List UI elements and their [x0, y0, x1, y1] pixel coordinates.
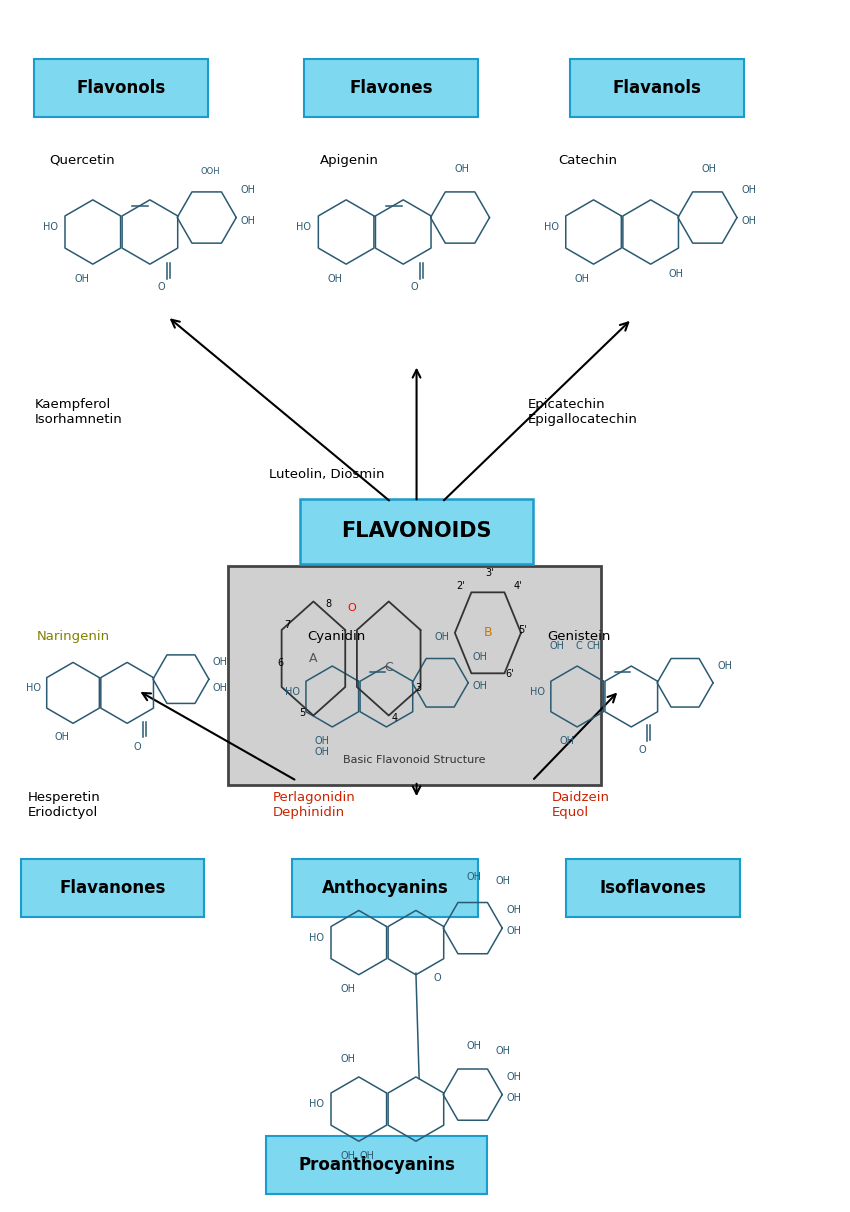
- Text: OH: OH: [434, 631, 449, 641]
- Text: HO: HO: [297, 222, 311, 233]
- Text: 6': 6': [505, 669, 513, 679]
- Text: OH: OH: [340, 1151, 355, 1161]
- Text: Flavanones: Flavanones: [60, 880, 166, 897]
- Text: OH: OH: [717, 661, 732, 671]
- FancyBboxPatch shape: [566, 859, 740, 917]
- FancyBboxPatch shape: [300, 498, 533, 564]
- Text: OH: OH: [575, 274, 590, 284]
- Text: OH: OH: [314, 747, 329, 756]
- Text: OH: OH: [559, 736, 574, 747]
- Text: 7: 7: [284, 621, 290, 630]
- Text: OH: OH: [314, 736, 329, 747]
- Text: C: C: [575, 641, 582, 651]
- Text: O: O: [348, 604, 356, 613]
- Text: HO: HO: [43, 222, 58, 233]
- Text: 8: 8: [326, 599, 332, 608]
- Text: Luteolin, Diosmin: Luteolin, Diosmin: [269, 469, 384, 481]
- Text: C: C: [384, 661, 393, 674]
- Text: Genistein: Genistein: [547, 630, 611, 644]
- Text: OH: OH: [241, 216, 255, 225]
- Text: OH: OH: [507, 1071, 521, 1082]
- Text: Anthocyanins: Anthocyanins: [321, 880, 448, 897]
- Text: Daidzein
Equol: Daidzein Equol: [552, 790, 609, 818]
- Text: OH: OH: [741, 185, 757, 195]
- Text: OH: OH: [496, 1046, 510, 1056]
- Text: Perlagonidin
Dephinidin: Perlagonidin Dephinidin: [273, 790, 356, 818]
- Text: HO: HO: [309, 933, 324, 943]
- Text: 4': 4': [513, 581, 523, 591]
- Text: OH: OH: [507, 926, 521, 937]
- Text: 2': 2': [456, 581, 465, 591]
- Text: Cyanidin: Cyanidin: [307, 630, 365, 644]
- Text: Catechin: Catechin: [558, 154, 617, 166]
- Text: B: B: [484, 627, 492, 639]
- Text: CH: CH: [586, 641, 601, 651]
- Text: 5': 5': [518, 625, 527, 635]
- Text: O: O: [434, 973, 441, 983]
- Text: 3': 3': [485, 568, 494, 578]
- Text: O: O: [411, 282, 418, 292]
- Text: Naringenin: Naringenin: [37, 630, 110, 644]
- Text: 6: 6: [277, 658, 283, 668]
- Text: HO: HO: [530, 687, 545, 697]
- FancyBboxPatch shape: [229, 566, 601, 784]
- Text: OH: OH: [496, 876, 510, 886]
- Text: OH: OH: [212, 657, 228, 668]
- Text: Flavanols: Flavanols: [613, 80, 701, 97]
- Text: OH: OH: [507, 905, 521, 915]
- FancyBboxPatch shape: [34, 59, 208, 118]
- Text: OH: OH: [241, 185, 255, 195]
- Text: Isoflavones: Isoflavones: [599, 880, 706, 897]
- Text: OH: OH: [454, 164, 469, 175]
- Text: A: A: [309, 652, 318, 665]
- Text: OH: OH: [701, 164, 717, 175]
- Text: OH: OH: [550, 641, 565, 651]
- FancyBboxPatch shape: [21, 859, 204, 917]
- Text: OH: OH: [74, 274, 89, 284]
- Text: OH: OH: [340, 1054, 355, 1064]
- Text: OH: OH: [472, 652, 487, 662]
- Text: OH: OH: [360, 1151, 374, 1161]
- Text: OH: OH: [212, 684, 228, 693]
- Text: Basic Flavonoid Structure: Basic Flavonoid Structure: [343, 755, 485, 765]
- Text: HO: HO: [26, 684, 41, 693]
- Text: HO: HO: [285, 687, 300, 697]
- Text: Proanthocyanins: Proanthocyanins: [298, 1155, 455, 1173]
- FancyBboxPatch shape: [292, 859, 479, 917]
- Text: OH: OH: [507, 1093, 521, 1103]
- Text: O: O: [134, 742, 142, 751]
- Text: OH: OH: [741, 216, 757, 225]
- Text: OH: OH: [327, 274, 343, 284]
- FancyBboxPatch shape: [304, 59, 479, 118]
- Text: HO: HO: [309, 1099, 324, 1109]
- Text: 3: 3: [415, 684, 422, 693]
- Text: OH: OH: [340, 984, 355, 994]
- Text: Flavones: Flavones: [349, 80, 433, 97]
- Text: OH: OH: [55, 732, 70, 743]
- Text: Apigenin: Apigenin: [320, 154, 378, 166]
- Text: OH: OH: [668, 269, 683, 279]
- Text: O: O: [638, 745, 646, 755]
- Text: OOH: OOH: [200, 167, 220, 176]
- Text: Epicatechin
Epigallocatechin: Epicatechin Epigallocatechin: [528, 399, 638, 427]
- Text: OH: OH: [467, 871, 482, 881]
- Text: HO: HO: [544, 222, 558, 233]
- Text: 4: 4: [391, 714, 397, 724]
- Text: O: O: [157, 282, 165, 292]
- Text: 5: 5: [299, 708, 305, 719]
- Text: Flavonols: Flavonols: [76, 80, 166, 97]
- Text: OH: OH: [467, 1041, 482, 1051]
- Text: Hesperetin
Eriodictyol: Hesperetin Eriodictyol: [28, 790, 101, 818]
- Text: FLAVONOIDS: FLAVONOIDS: [342, 521, 492, 542]
- FancyBboxPatch shape: [570, 59, 745, 118]
- Text: OH: OH: [472, 681, 487, 691]
- FancyBboxPatch shape: [266, 1136, 487, 1194]
- Text: Kaempferol
Isorhamnetin: Kaempferol Isorhamnetin: [35, 399, 122, 427]
- Text: Quercetin: Quercetin: [49, 154, 115, 166]
